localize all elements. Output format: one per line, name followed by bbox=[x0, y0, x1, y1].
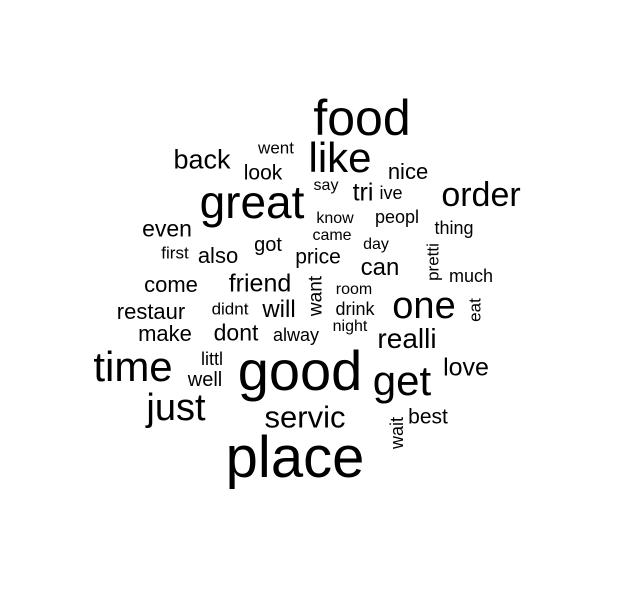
word-will: will bbox=[262, 296, 296, 323]
word-day: day bbox=[363, 236, 389, 253]
word-just: just bbox=[146, 387, 206, 429]
word-wait: wait bbox=[387, 416, 407, 450]
word-peopl: peopl bbox=[374, 207, 420, 227]
word-make: make bbox=[138, 321, 192, 346]
word-want: want bbox=[305, 275, 327, 317]
word-drink: drink bbox=[335, 299, 375, 319]
word-restaur: restaur bbox=[116, 299, 186, 324]
word-nice: nice bbox=[387, 159, 429, 184]
word-get: get bbox=[372, 357, 432, 404]
word-back: back bbox=[173, 144, 231, 175]
word-pretti: pretti bbox=[423, 243, 443, 281]
word-one: one bbox=[392, 285, 456, 327]
word-went: went bbox=[258, 138, 294, 158]
word-say: say bbox=[313, 177, 339, 194]
word-can: can bbox=[360, 254, 400, 281]
word-dont: dont bbox=[213, 319, 259, 346]
word-first: first bbox=[161, 243, 189, 263]
word-even: even bbox=[142, 215, 192, 242]
word-look: look bbox=[243, 161, 283, 185]
word-eat: eat bbox=[465, 298, 485, 322]
word-got: got bbox=[254, 234, 282, 256]
word-time: time bbox=[93, 343, 173, 390]
word-tri: tri bbox=[352, 178, 374, 207]
word-alway: alway bbox=[272, 325, 320, 345]
word-well: well bbox=[187, 369, 223, 391]
word-food: food bbox=[313, 90, 411, 146]
word-also: also bbox=[197, 243, 239, 268]
word-friend: friend bbox=[228, 269, 292, 298]
word-ive: ive bbox=[379, 183, 403, 203]
word-thing: thing bbox=[434, 218, 474, 238]
word-good: good bbox=[237, 339, 363, 402]
word-littl: littl bbox=[201, 349, 223, 369]
word-like: like bbox=[308, 134, 372, 181]
word-come: come bbox=[144, 272, 198, 297]
word-much: much bbox=[448, 266, 494, 286]
word-know: know bbox=[316, 210, 354, 227]
word-love: love bbox=[443, 353, 489, 382]
word-night: night bbox=[332, 318, 368, 335]
word-didnt: didnt bbox=[211, 299, 249, 319]
word-realli: realli bbox=[377, 323, 437, 354]
word-price: price bbox=[295, 245, 341, 269]
word-great: great bbox=[199, 176, 305, 228]
word-place: place bbox=[225, 425, 365, 490]
word-came: came bbox=[312, 227, 352, 244]
word-order: order bbox=[441, 176, 521, 214]
word-best: best bbox=[408, 405, 448, 429]
word-room: room bbox=[335, 281, 373, 298]
word-servic: servic bbox=[264, 399, 346, 435]
